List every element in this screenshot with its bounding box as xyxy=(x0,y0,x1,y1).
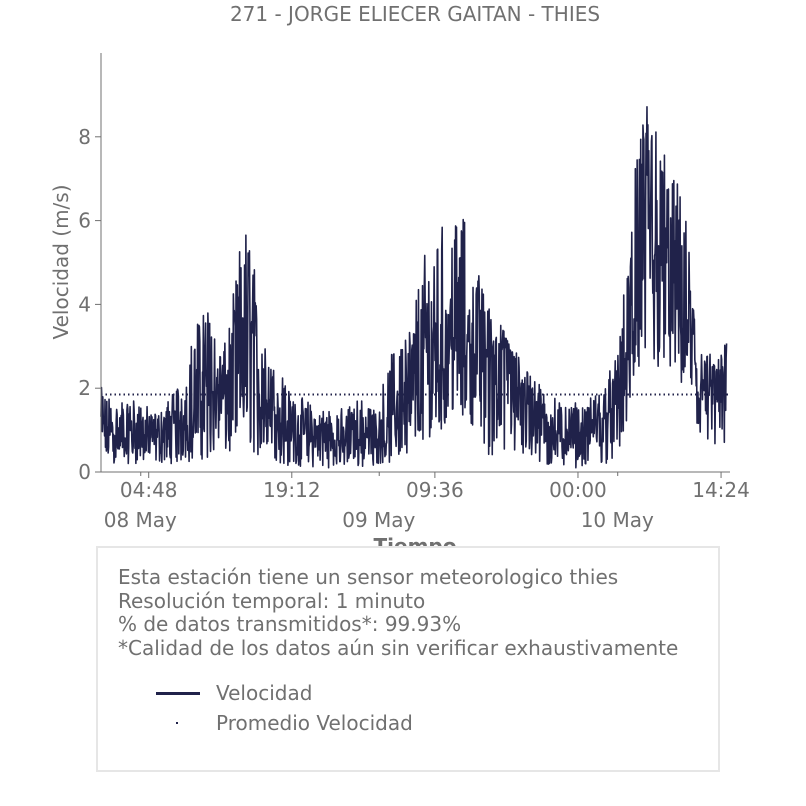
info-line-resolution: Resolución temporal: 1 minuto xyxy=(118,588,426,613)
x-minor-tick-label: 09:36 xyxy=(406,478,464,502)
y-axis-ticks: 0 2 4 6 8 xyxy=(78,125,101,484)
velocidad-series-line xyxy=(100,106,728,469)
y-tick-label: 4 xyxy=(78,292,91,316)
y-tick-label: 2 xyxy=(78,376,91,400)
plot-area xyxy=(100,106,730,469)
x-minor-tick-label: 14:24 xyxy=(692,478,750,502)
info-line-transmitted: % de datos transmitidos*: 99.93% xyxy=(118,612,462,636)
legend-label-velocidad: Velocidad xyxy=(216,681,313,705)
y-tick-label: 6 xyxy=(78,209,91,233)
x-minor-tick-label: 04:48 xyxy=(120,478,178,502)
x-minor-tick-label: 00:00 xyxy=(549,478,607,502)
speed-chart: 271 - JORGE ELIECER GAITAN - THIES 0 2 4 6 8… xyxy=(49,2,750,558)
legend-line-swatch xyxy=(156,692,200,695)
legend-label-promedio: Promedio Velocidad xyxy=(216,711,413,735)
y-tick-label: 8 xyxy=(78,125,91,149)
y-tick-label: 0 xyxy=(78,460,91,484)
legend-dot-swatch xyxy=(176,722,178,724)
info-box: Esta estación tiene un sensor meteorolog… xyxy=(96,546,720,772)
x-major-tick-label: 09 May xyxy=(342,508,415,532)
x-major-tick-label: 10 May xyxy=(581,508,654,532)
chart-title: 271 - JORGE ELIECER GAITAN - THIES xyxy=(230,2,600,26)
x-major-tick-label: 08 May xyxy=(104,508,177,532)
x-minor-tick-label: 19:12 xyxy=(263,478,321,502)
y-axis-label: Velocidad (m/s) xyxy=(49,184,73,339)
info-text: Esta estación tiene un sensor meteorolog… xyxy=(118,565,679,660)
info-line-quality-note: *Calidad de los datos aún sin verificar … xyxy=(118,635,679,660)
x-axis-ticks: 04:48 19:12 09:36 00:00 14:24 08 May 09 May 10 … xyxy=(104,472,750,532)
info-line-sensor: Esta estación tiene un sensor meteorolog… xyxy=(118,565,619,589)
